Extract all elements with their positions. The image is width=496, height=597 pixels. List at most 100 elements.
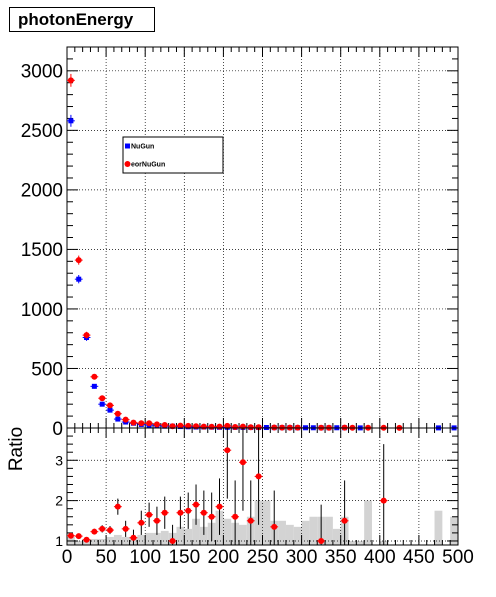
data-point [67,77,74,84]
ratio-bin [176,526,185,545]
ratio-bin [239,524,247,545]
ratio-bin [74,540,83,545]
ratio-bin [293,526,302,545]
ratio-point [91,528,98,535]
ratio-point [224,447,231,454]
x-tick-label: 100 [129,547,161,568]
data-point [232,424,239,431]
x-tick-label: 350 [325,547,357,568]
data-point [115,416,121,422]
y-tick-label: 1500 [21,240,63,261]
data-point [114,410,121,417]
data-point [200,423,207,430]
ratio-bin [325,516,333,545]
ratio-point [146,511,153,518]
ratio-point [153,517,160,524]
data-point [99,395,106,402]
data-point [177,422,184,429]
ratio-point [122,525,129,532]
data-point [122,416,129,423]
ratio-point [75,533,82,540]
ratio-point [83,536,90,543]
ratio-point [380,497,387,504]
x-tick-label: 250 [247,547,279,568]
ratio-point [247,517,254,524]
data-point [91,383,97,389]
y-tick-label: 500 [31,359,63,380]
data-point [68,118,74,124]
ratio-bin [199,526,208,545]
ratio-bin [121,536,130,545]
data-point [153,421,160,428]
ratio-point [318,537,325,544]
ratio-axis-label: Ratio [6,427,27,471]
y-tick-label: 1000 [21,300,63,321]
ratio-bin [348,540,357,545]
legend-label: NuGun [131,144,154,151]
ratio-bin [434,510,443,545]
y-tick-label: 2000 [21,181,63,202]
data-point [107,402,114,409]
ratio-point [177,509,184,516]
ratio-point [341,517,348,524]
ratio-bin [332,528,341,545]
data-point [75,257,82,264]
ratio-bin [285,524,294,545]
data-point [99,401,105,407]
ratio-bin [192,518,200,545]
ratio-point [239,459,246,466]
ratio-bin [278,520,286,545]
x-tick-label: 50 [96,547,117,568]
ratio-point [99,525,106,532]
ratio-bin [160,530,169,545]
y-tick-label: 2 [55,493,63,509]
data-point [130,419,137,426]
x-tick-label: 150 [168,547,200,568]
ratio-point [185,507,192,514]
x-tick-label: 450 [403,547,435,568]
x-tick-label: 300 [286,547,318,568]
y-tick-label: 3 [55,452,63,468]
data-point [224,422,231,429]
ratio-bin [153,532,161,545]
ratio-panel: 1 2 3 0 50 100 150 200 250 300 350 400 450 500 [55,427,474,568]
data-point [107,407,113,413]
x-tick-label: 200 [208,547,240,568]
ratio-point [271,523,278,530]
ratio-point [232,513,239,520]
ratio-point [67,532,74,539]
data-point [208,423,215,430]
legend-marker-NuGun [125,143,130,149]
y-tick-label: 2500 [21,121,63,142]
legend-box [122,136,224,174]
legend-label: eorNuGun [131,162,165,169]
main-panel: 0 500 1000 1500 2000 2500 3000 [21,46,459,440]
ratio-point [169,537,176,544]
x-tick-label: 0 [62,547,73,568]
ratio-bin [106,536,114,545]
x-tick-label: 400 [364,547,396,568]
ratio-bin [301,520,310,545]
ratio-bin [113,534,122,545]
legend: NuGun eorNuGun [122,136,224,174]
ratio-point [130,534,137,541]
data-point [247,424,254,431]
chart-title: photonEnergy [9,7,155,32]
ratio-bin [223,518,232,545]
series-eorNuGun [67,73,404,431]
data-point [83,332,90,339]
ratio-point [255,473,262,480]
y-tick-label: 1 [55,533,63,549]
data-point [185,422,192,429]
ratio-series [67,428,388,545]
ratio-bin [184,528,193,545]
ratio-point [114,503,121,510]
ratio-point [208,513,215,520]
ratio-point [138,519,145,526]
ratio-bin [450,516,458,545]
ratio-point [161,509,168,516]
y-tick-label: 3000 [21,62,63,83]
data-point [146,420,153,427]
ratio-bin [98,538,107,545]
ratio-bin [137,534,146,545]
